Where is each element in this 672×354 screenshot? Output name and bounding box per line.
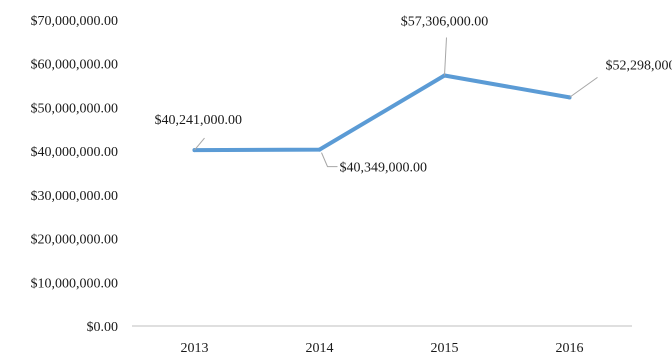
x-tick-label: 2014 (306, 341, 334, 354)
y-tick-label: $20,000,000.00 (31, 233, 119, 248)
data-label: $52,298,000.00 (606, 58, 672, 73)
data-label-leader (569, 76, 598, 98)
data-label: $57,306,000.00 (401, 14, 489, 29)
data-point (317, 147, 322, 152)
y-tick-label: $0.00 (87, 320, 119, 335)
y-tick-label: $50,000,000.00 (31, 101, 119, 116)
data-label-leaders (194, 37, 598, 168)
data-label: $40,241,000.00 (155, 113, 243, 128)
x-tick-label: 2013 (181, 341, 209, 354)
data-label-leader (321, 152, 338, 168)
y-tick-label: $40,000,000.00 (31, 145, 119, 160)
series-line (192, 73, 572, 153)
series-group (192, 73, 572, 153)
y-tick-label: $30,000,000.00 (31, 189, 119, 204)
data-labels: $40,241,000.00 $40,349,000.00 $57,306,000.… (155, 14, 672, 175)
y-tick-label: $70,000,000.00 (31, 14, 119, 29)
data-label: $40,349,000.00 (340, 161, 428, 176)
x-axis: 2013 2014 2015 2016 (132, 325, 632, 354)
x-tick-label: 2016 (556, 341, 584, 354)
y-axis-tick-labels: $0.00 $10,000,000.00 $20,000,000.00 $30,000… (31, 14, 119, 335)
y-tick-label: $60,000,000.00 (31, 58, 119, 73)
data-label-leader (194, 137, 205, 151)
x-tick-label: 2015 (431, 341, 459, 354)
y-tick-label: $10,000,000.00 (31, 276, 119, 291)
data-label-leader (444, 37, 447, 76)
